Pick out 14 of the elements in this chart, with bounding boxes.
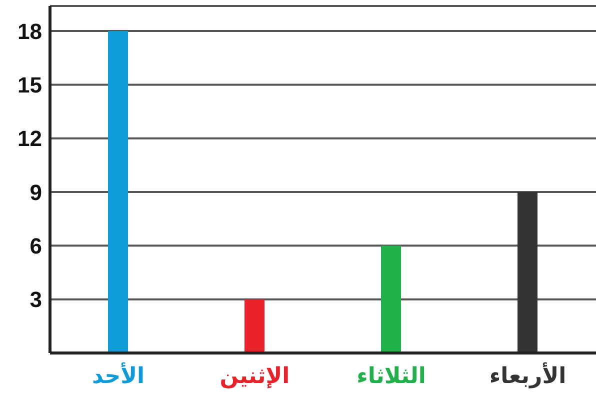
x-tick-label: الأحد [92, 362, 144, 389]
y-tick-label: 18 [18, 18, 42, 44]
x-tick-label: الثلاثاء [356, 364, 426, 389]
y-tick-label: 12 [18, 126, 42, 152]
bar [244, 299, 264, 353]
x-tick-label: الإثنين [220, 364, 290, 389]
y-tick-label: 6 [30, 233, 42, 258]
bar [381, 246, 401, 353]
y-tick-label: 15 [18, 72, 42, 98]
bar [108, 31, 128, 353]
x-tick-label: الأربعاء [489, 362, 566, 389]
y-tick-label: 9 [30, 180, 42, 205]
y-tick-label: 3 [30, 287, 42, 312]
bar [518, 192, 538, 353]
